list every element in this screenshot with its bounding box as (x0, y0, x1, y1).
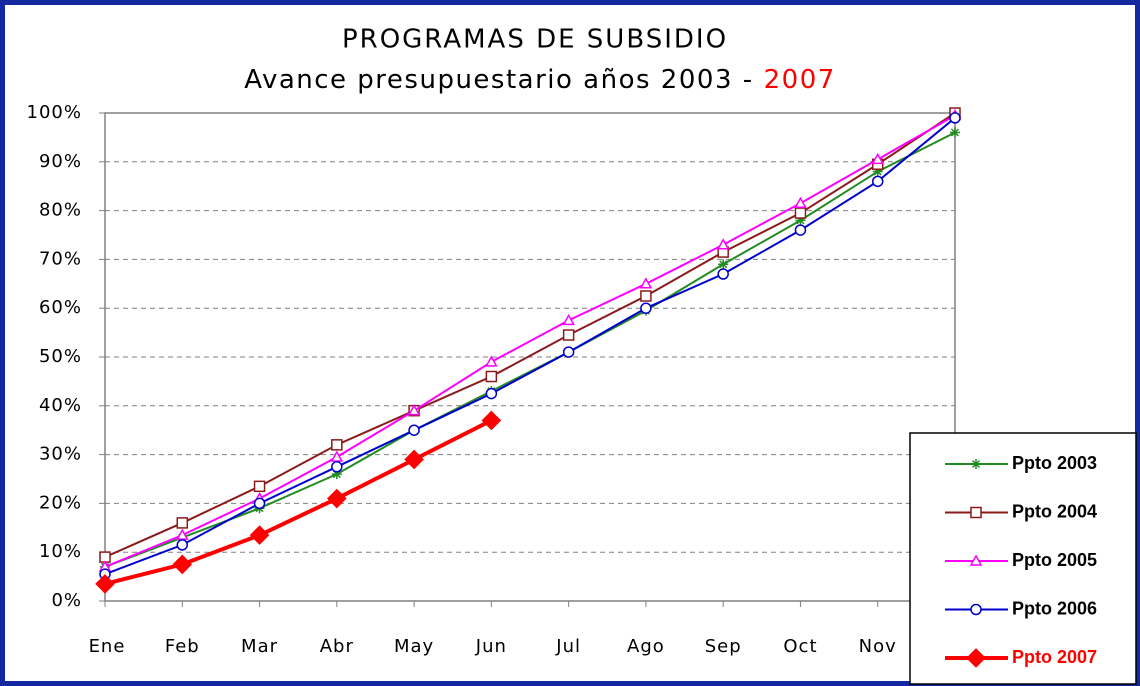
series-line (104, 131, 956, 568)
x-tick-label: Oct (783, 636, 817, 657)
marker (176, 517, 189, 529)
marker (970, 603, 982, 616)
y-tick-label: 100% (27, 102, 82, 123)
marker (562, 346, 575, 358)
marker (253, 497, 266, 510)
series-line (104, 117, 956, 576)
marker (794, 224, 807, 236)
y-tick-label: 50% (39, 346, 82, 367)
marker (485, 355, 498, 367)
marker (176, 539, 189, 551)
x-tick-label: Mar (241, 636, 278, 657)
marker (640, 302, 652, 314)
marker (640, 290, 652, 302)
marker (253, 480, 266, 493)
y-tick-label: 10% (39, 541, 82, 562)
marker (172, 554, 193, 575)
y-tick-label: 80% (39, 200, 82, 221)
marker (871, 175, 884, 188)
legend-label: Ppto 2005 (1012, 550, 1097, 570)
marker (408, 424, 420, 436)
y-tick-label: 0% (51, 590, 82, 611)
x-tick-label: Ene (89, 636, 126, 657)
marker (639, 277, 653, 289)
marker (407, 404, 421, 416)
chart-title: PROGRAMAS DE SUBSIDIO (342, 25, 728, 55)
marker (95, 574, 115, 594)
legend-label: Ppto 2004 (1012, 501, 1097, 521)
legend-label: Ppto 2003 (1012, 453, 1097, 473)
legend-box (909, 432, 1137, 685)
subtitle-highlight: 2007 (764, 65, 836, 95)
marker (872, 166, 883, 177)
x-tick-label: May (394, 636, 434, 657)
marker (950, 127, 960, 138)
marker (717, 268, 729, 280)
chart-subtitle: Avance presupuestario años 2003 - 2007 (244, 65, 836, 95)
marker (404, 449, 424, 470)
x-tick-label: Sep (705, 636, 742, 657)
x-tick-label: Abr (320, 636, 354, 657)
marker (718, 259, 729, 270)
marker (331, 439, 343, 451)
series-line (104, 418, 493, 586)
y-tick-label: 40% (39, 395, 82, 416)
marker (485, 370, 498, 383)
y-tick-label: 20% (39, 492, 82, 513)
marker (485, 387, 498, 400)
marker (562, 329, 575, 341)
marker (331, 469, 342, 480)
x-tick-label: Jul (555, 636, 581, 657)
marker (481, 410, 502, 431)
x-tick-label: Jun (475, 636, 507, 657)
legend: Ppto 2003 Ppto 2004 Ppto 2005 Ppto 2006 Ppto… (909, 432, 1137, 685)
x-tick-label: Feb (165, 636, 200, 657)
marker (971, 459, 981, 469)
subtitle-text: Avance presupuestario años 2003 - (244, 65, 753, 95)
marker (562, 313, 575, 326)
marker (794, 196, 807, 209)
marker (330, 450, 344, 462)
marker (795, 215, 806, 226)
y-tick-label: 30% (39, 444, 82, 465)
marker (331, 461, 343, 473)
y-tick-label: 70% (39, 248, 82, 269)
x-tick-label: Nov (859, 636, 897, 657)
marker (794, 207, 807, 219)
marker (966, 648, 986, 668)
y-tick-label: 60% (39, 297, 82, 318)
marker (949, 112, 961, 124)
legend-label: Ppto 2006 (1012, 598, 1097, 618)
marker (871, 152, 885, 165)
legend-label: Ppto 2007 (1012, 647, 1097, 667)
marker (716, 238, 730, 250)
marker (175, 528, 189, 540)
marker (327, 488, 347, 509)
series-line (104, 114, 956, 568)
marker (969, 554, 983, 566)
marker (970, 506, 982, 519)
x-tick-label: Ago (627, 636, 665, 657)
y-tick-label: 90% (39, 151, 82, 172)
series-line (104, 112, 956, 558)
marker (249, 525, 270, 545)
